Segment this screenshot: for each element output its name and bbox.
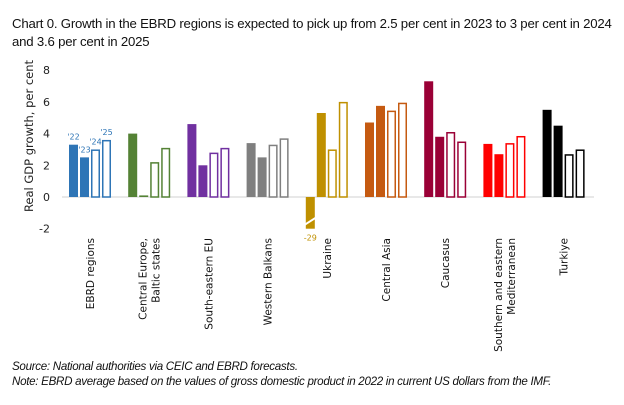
year-label: '22 — [67, 133, 79, 142]
category-label: Central Europe, Baltic states — [138, 238, 163, 320]
category-label-line: Ukraine — [322, 238, 334, 279]
bar-2024 — [150, 162, 160, 198]
bars: -29 — [69, 81, 585, 243]
category-label-line: EBRD regions — [85, 238, 97, 309]
source-note: Source: National authorities via CEIC an… — [12, 360, 298, 373]
bar-2024 — [446, 132, 456, 198]
bar-2023 — [435, 136, 445, 197]
bar-2025 — [279, 138, 289, 198]
bar-2022 — [305, 197, 315, 229]
truncated-value-label: -29 — [304, 234, 317, 243]
category-label: Southern and eastern Mediterranean — [493, 238, 518, 352]
axis-break-mark — [304, 216, 317, 226]
bar-2025 — [457, 141, 467, 198]
bar-2023 — [257, 157, 267, 197]
category-label: South-eastern EU — [203, 238, 215, 330]
bar-2024 — [268, 144, 278, 198]
y-tick-label: 0 — [43, 191, 50, 204]
y-tick-label: 8 — [43, 64, 50, 77]
y-tick-label: 4 — [43, 128, 50, 141]
category-label: Ukraine — [322, 238, 334, 279]
y-axis-label: Real GDP growth, per cent — [22, 59, 36, 212]
bar-2025 — [338, 101, 348, 198]
category-label-line: Central Europe, — [138, 238, 150, 320]
chart-notes: Source: National authorities via CEIC an… — [12, 359, 551, 389]
bar-2022 — [187, 124, 197, 197]
category-label-line: Caucasus — [440, 238, 452, 288]
bar-2022 — [365, 122, 374, 197]
bar-2025 — [398, 102, 407, 198]
category-label-line: Turkiye — [559, 238, 571, 276]
category-label: Central Asia — [381, 238, 393, 302]
category-label: Turkiye — [559, 238, 571, 276]
bar-2025 — [575, 149, 585, 198]
year-labels: '22 '23'24'25 — [67, 128, 112, 154]
y-axis: 8 6 4 2 0 -2 — [39, 64, 50, 236]
y-tick-label: -2 — [39, 223, 50, 236]
bar-2024 — [209, 152, 219, 198]
bar-2025 — [220, 147, 230, 198]
category-label: EBRD regions — [85, 238, 97, 309]
category-label-line: Southern and eastern — [493, 238, 505, 352]
bar-2023 — [376, 105, 385, 197]
bar-2022 — [483, 143, 493, 197]
bar-2022 — [424, 81, 434, 197]
bar-2022 — [542, 109, 552, 197]
bar-2022 — [246, 143, 256, 197]
year-label: '25 — [100, 128, 112, 137]
bar-2023 — [316, 112, 326, 197]
bar-2023 — [494, 154, 504, 197]
bar-2024 — [564, 154, 574, 198]
bar-2024 — [387, 110, 396, 198]
year-label: '24 — [89, 137, 101, 146]
category-label-line: Mediterranean — [506, 238, 518, 315]
category-label-line: Central Asia — [381, 238, 393, 302]
category-label-line: Western Balkans — [263, 238, 275, 325]
bar-2024 — [327, 149, 337, 198]
bar-2024 — [505, 143, 515, 198]
y-tick-label: 6 — [43, 96, 50, 109]
category-label-line: Baltic states — [151, 238, 163, 303]
category-label-line: South-eastern EU — [203, 238, 215, 330]
bar-2023 — [553, 125, 563, 197]
bar-2023 — [198, 165, 208, 197]
bar-2025 — [516, 135, 526, 198]
footnote: Note: EBRD average based on the values o… — [12, 375, 551, 388]
bar-2025 — [161, 147, 171, 198]
category-label: Western Balkans — [263, 238, 275, 325]
y-tick-label: 2 — [43, 159, 50, 172]
bar-2022 — [69, 144, 78, 197]
category-labels: EBRD regions Central Europe, Baltic states… — [85, 238, 571, 352]
bar-2024 — [91, 149, 100, 198]
bar-2025 — [102, 139, 111, 198]
category-label: Caucasus — [440, 238, 452, 288]
bar-2023 — [139, 195, 149, 197]
bar-2023 — [80, 157, 89, 197]
bar-2022 — [128, 133, 138, 197]
year-label: '23 — [78, 145, 90, 154]
chart-title: Chart 0. Growth in the EBRD regions is e… — [12, 16, 612, 49]
